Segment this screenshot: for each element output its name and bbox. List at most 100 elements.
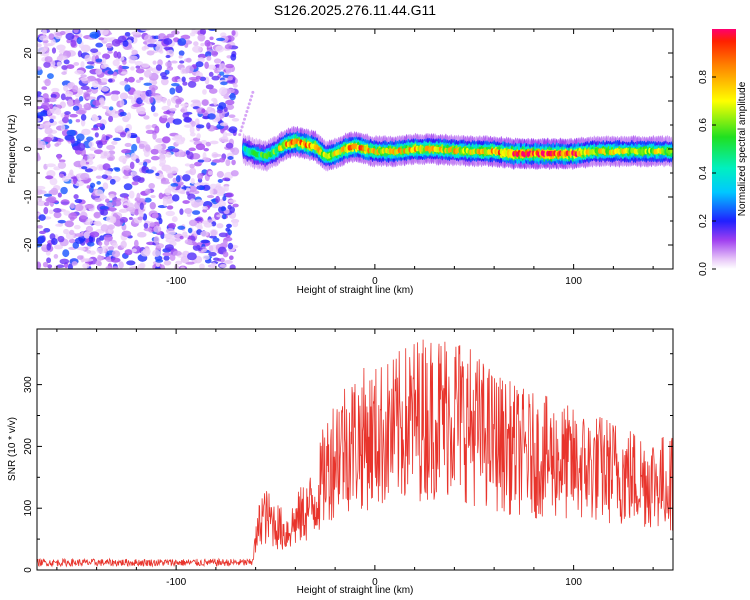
noise-blob	[37, 140, 43, 147]
noise-blob	[119, 92, 129, 100]
noise-blob	[225, 104, 235, 110]
noise-blob	[211, 159, 222, 163]
noise-blob	[60, 199, 70, 206]
noise-blob	[126, 260, 136, 266]
noise-blob	[47, 196, 57, 203]
noise-blob	[151, 213, 159, 219]
noise-blob	[163, 38, 173, 45]
noise-blob	[230, 53, 237, 61]
noise-blob	[205, 141, 212, 147]
noise-blob	[200, 230, 209, 237]
noise-blob	[104, 170, 113, 175]
noise-blob	[77, 87, 84, 96]
x-tick-label: -100	[166, 577, 186, 588]
noise-blob	[143, 82, 152, 86]
noise-blob	[217, 200, 227, 208]
noise-blob	[145, 129, 155, 135]
noise-blob	[89, 31, 99, 39]
y-tick-label: 300	[23, 376, 34, 393]
noise-blob	[163, 255, 170, 261]
noise-blob	[189, 132, 196, 137]
noise-blob	[69, 113, 78, 118]
noise-blob	[200, 239, 210, 244]
noise-blob	[68, 119, 73, 124]
noise-blob	[182, 174, 191, 182]
noise-blob	[37, 261, 42, 269]
noise-blob	[93, 221, 98, 225]
noise-blob	[225, 142, 234, 149]
noise-blob	[119, 111, 127, 117]
noise-blob	[70, 138, 76, 144]
noise-blob	[111, 242, 118, 249]
noise-blob	[72, 241, 80, 249]
noise-blob	[53, 254, 59, 259]
noise-blob	[57, 138, 64, 143]
noise-blob	[57, 192, 62, 198]
noise-blob	[151, 80, 158, 85]
heatmap-marks	[37, 29, 673, 269]
noise-blob	[101, 105, 110, 110]
noise-blob	[74, 204, 84, 212]
noise-blob	[141, 46, 147, 51]
noise-blob	[170, 182, 179, 187]
noise-blob	[95, 42, 104, 48]
noise-blob	[60, 124, 66, 131]
noise-blob	[74, 70, 85, 75]
noise-blob	[112, 59, 120, 67]
noise-blob	[166, 98, 172, 107]
noise-blob	[49, 115, 57, 120]
noise-blob	[115, 198, 122, 202]
heatmap-x-axis-label: Height of straight line (km)	[297, 285, 414, 296]
noise-blob	[136, 192, 141, 201]
noise-blob	[182, 200, 190, 204]
noise-blob	[130, 66, 135, 71]
noise-blob	[195, 75, 202, 80]
noise-blob	[222, 195, 227, 202]
noise-blob	[86, 61, 95, 65]
noise-blob	[124, 31, 131, 37]
noise-blob	[108, 115, 114, 123]
noise-blob	[101, 174, 108, 179]
noise-blob	[180, 103, 189, 107]
noise-blob	[211, 97, 217, 102]
noise-blob	[164, 244, 174, 251]
noise-blob	[111, 90, 121, 95]
noise-blob	[210, 262, 217, 269]
noise-blob	[49, 118, 54, 123]
noise-blob	[65, 91, 74, 98]
noise-blob	[107, 50, 113, 54]
noise-blob	[213, 58, 222, 64]
noise-blob	[99, 235, 105, 241]
noise-blob	[207, 219, 214, 223]
noise-blob	[222, 251, 229, 258]
streak-point	[238, 133, 242, 137]
noise-blob	[105, 266, 112, 269]
noise-blob	[159, 158, 167, 165]
noise-blob	[73, 62, 80, 66]
noise-blob	[152, 249, 161, 257]
noise-blob	[68, 212, 78, 220]
noise-blob	[227, 242, 234, 250]
noise-blob	[185, 66, 190, 74]
noise-blob	[122, 60, 127, 65]
figure-title: S126.2025.276.11.44.G11	[274, 2, 436, 18]
noise-blob	[165, 210, 175, 217]
noise-blob	[42, 93, 49, 100]
noise-blob	[130, 171, 138, 176]
noise-blob	[63, 228, 70, 235]
noise-blob	[158, 217, 163, 225]
noise-blob	[143, 222, 149, 229]
noise-blob	[193, 182, 201, 186]
noise-blob	[121, 148, 131, 154]
noise-blob	[162, 115, 168, 119]
noise-blob	[142, 161, 148, 167]
noise-blob	[161, 76, 169, 80]
y-tick-label: 0	[23, 146, 34, 152]
noise-blob	[175, 139, 185, 145]
noise-blob	[155, 138, 165, 144]
noise-blob	[44, 78, 51, 87]
noise-blob	[134, 90, 143, 95]
noise-blob	[216, 223, 224, 229]
noise-blob	[73, 224, 81, 230]
noise-blob	[57, 219, 66, 224]
